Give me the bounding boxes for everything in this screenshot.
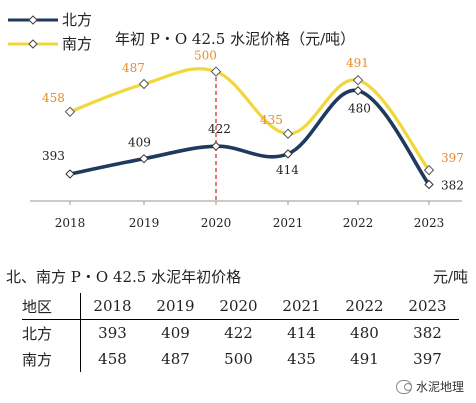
table-cell: 422 — [224, 324, 253, 342]
data-point — [64, 106, 76, 117]
row-region: 南方 — [22, 346, 81, 372]
x-tick-label: 2021 — [273, 216, 304, 230]
table-row: 北方 393 409 422 414 480 382 — [22, 319, 459, 346]
header-year: 2020 — [207, 293, 270, 320]
watermark: 水泥地理 — [395, 378, 464, 395]
table-cell: 393 — [98, 324, 127, 342]
data-label: 393 — [42, 149, 65, 163]
data-label: 480 — [348, 102, 371, 116]
legend-label: 南方 — [62, 35, 92, 53]
data-label: 491 — [346, 56, 369, 70]
data-label: 422 — [208, 122, 231, 136]
x-tick-label: 2019 — [129, 216, 160, 230]
table-cell: 480 — [350, 324, 379, 342]
data-point — [282, 128, 294, 139]
table-cell: 397 — [413, 350, 442, 368]
table-header-row: 地区 2018 2019 2020 2021 2022 2023 — [22, 293, 459, 320]
chart-title: 年初 P・O 42.5 水泥价格（元/吨） — [115, 30, 355, 48]
data-label: 487 — [122, 61, 145, 75]
header-year: 2018 — [80, 293, 144, 320]
table-cell: 491 — [350, 350, 379, 368]
x-tick-label: 2018 — [55, 216, 86, 230]
x-tick-label: 2020 — [201, 216, 232, 230]
data-point — [211, 141, 221, 151]
header-region: 地区 — [22, 293, 81, 320]
legend-label: 北方 — [62, 11, 92, 29]
data-label: 414 — [276, 163, 299, 177]
table-title: 北、南方 P・O 42.5 水泥年初价格 元/吨 — [6, 266, 468, 288]
watermark-text: 水泥地理 — [415, 380, 464, 394]
header-year: 2019 — [144, 293, 207, 320]
data-point — [283, 149, 293, 159]
table-unit: 元/吨 — [432, 268, 468, 286]
header-year: 2022 — [333, 293, 396, 320]
data-point — [353, 86, 363, 96]
data-label: 458 — [42, 91, 65, 105]
row-region: 北方 — [22, 319, 81, 346]
table-cell: 414 — [287, 324, 316, 342]
table-cell: 435 — [287, 350, 316, 368]
price-table: 地区 2018 2019 2020 2021 2022 2023 北方 393 409 422 4… — [22, 293, 459, 372]
data-label: 382 — [441, 179, 464, 193]
legend-marker — [28, 15, 38, 25]
data-point — [352, 74, 364, 86]
table-title-text: 北、南方 P・O 42.5 水泥年初价格 — [6, 268, 242, 286]
table-cell: 458 — [98, 350, 127, 368]
data-label: 500 — [194, 49, 217, 63]
x-tick-label: 2022 — [343, 216, 374, 230]
data-point — [423, 164, 435, 176]
legend-marker — [28, 39, 38, 49]
table-cell: 382 — [413, 324, 442, 342]
table-row: 南方 458 487 500 435 491 397 — [22, 346, 459, 372]
x-tick-label: 2023 — [414, 216, 445, 230]
data-point — [65, 169, 75, 179]
header-year: 2023 — [396, 293, 459, 320]
data-point — [139, 153, 149, 164]
data-point — [210, 66, 222, 77]
table-cell: 500 — [224, 350, 253, 368]
data-label: 409 — [128, 136, 151, 150]
table-cell: 409 — [161, 324, 190, 342]
table-cell: 487 — [161, 350, 190, 368]
wechat-icon — [395, 379, 412, 394]
series-line-south — [68, 67, 431, 172]
data-point — [424, 179, 434, 190]
data-label: 397 — [441, 151, 464, 165]
header-year: 2021 — [270, 293, 333, 320]
data-point — [138, 78, 150, 90]
data-label: 435 — [260, 113, 283, 127]
